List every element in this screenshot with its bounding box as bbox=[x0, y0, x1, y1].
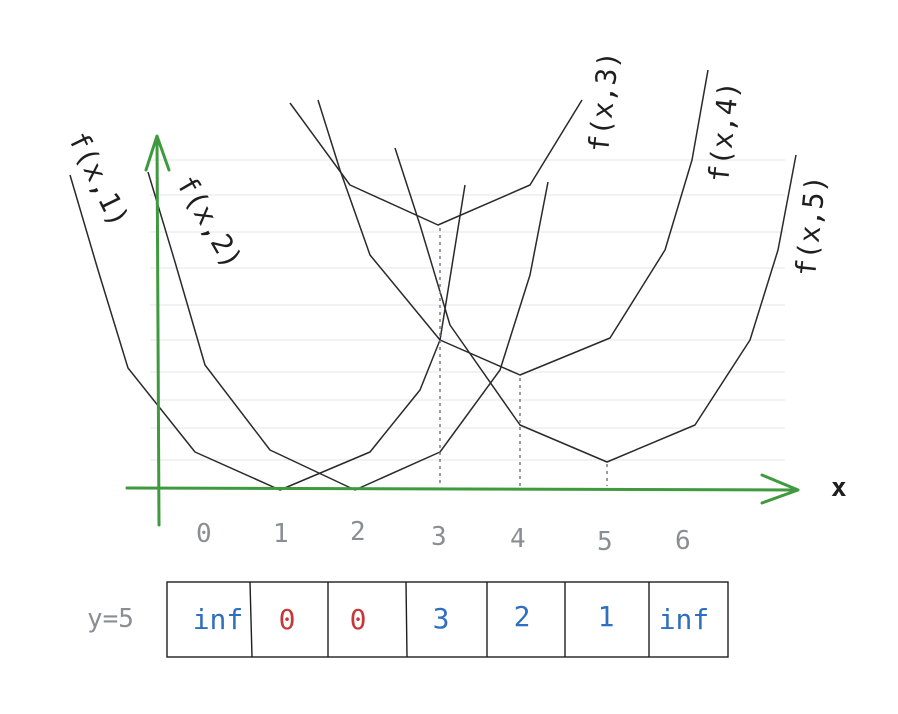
array-cell: 0 bbox=[279, 603, 296, 636]
array-row-label: y=5 bbox=[87, 604, 134, 634]
curve-f-x-1 bbox=[69, 174, 466, 491]
curve-f-x-3 bbox=[289, 99, 583, 226]
array-cells: inf 0 0 3 2 1 inf bbox=[193, 600, 710, 636]
array-cell: 1 bbox=[598, 600, 615, 633]
x-axis-label: x bbox=[831, 473, 847, 503]
curve-f-x-4 bbox=[317, 69, 709, 376]
array-cell: 2 bbox=[514, 600, 531, 633]
array-outline bbox=[166, 581, 729, 658]
tick-label: 3 bbox=[431, 522, 447, 552]
y-axis-arrowhead bbox=[144, 134, 171, 172]
curve-label-f-x-2: f(x,2) bbox=[170, 170, 249, 274]
cell-divider bbox=[405, 581, 408, 658]
tick-label: 6 bbox=[675, 526, 691, 556]
array-cell: inf bbox=[193, 603, 244, 636]
curve-label-f-x-1: f(x,1) bbox=[62, 127, 136, 232]
x-axis bbox=[125, 486, 799, 492]
curve-label-f-x-4: f(x,4) bbox=[702, 80, 745, 184]
x-tick-labels: 0 1 2 3 4 5 6 bbox=[196, 517, 691, 557]
curve-label-f-x-3: f(x,3) bbox=[582, 50, 625, 154]
array-cell: 0 bbox=[350, 603, 367, 636]
minimum-markers bbox=[439, 228, 608, 486]
curves bbox=[69, 69, 797, 491]
axes bbox=[125, 134, 800, 527]
curve-label-f-x-5: f(x,5) bbox=[789, 174, 832, 278]
tick-label: 1 bbox=[273, 519, 289, 549]
cell-divider bbox=[249, 581, 253, 658]
background-grid bbox=[150, 159, 785, 461]
array-cell: 3 bbox=[433, 602, 450, 635]
array-row bbox=[166, 581, 729, 658]
y-axis bbox=[155, 136, 161, 527]
tick-label: 5 bbox=[597, 527, 613, 557]
array-cell: inf bbox=[659, 603, 710, 636]
curve-f-x-5 bbox=[394, 147, 797, 463]
tick-label: 0 bbox=[196, 519, 212, 549]
tick-label: 4 bbox=[510, 524, 526, 554]
tick-label: 2 bbox=[350, 517, 366, 547]
x-axis-arrowhead bbox=[760, 473, 800, 505]
